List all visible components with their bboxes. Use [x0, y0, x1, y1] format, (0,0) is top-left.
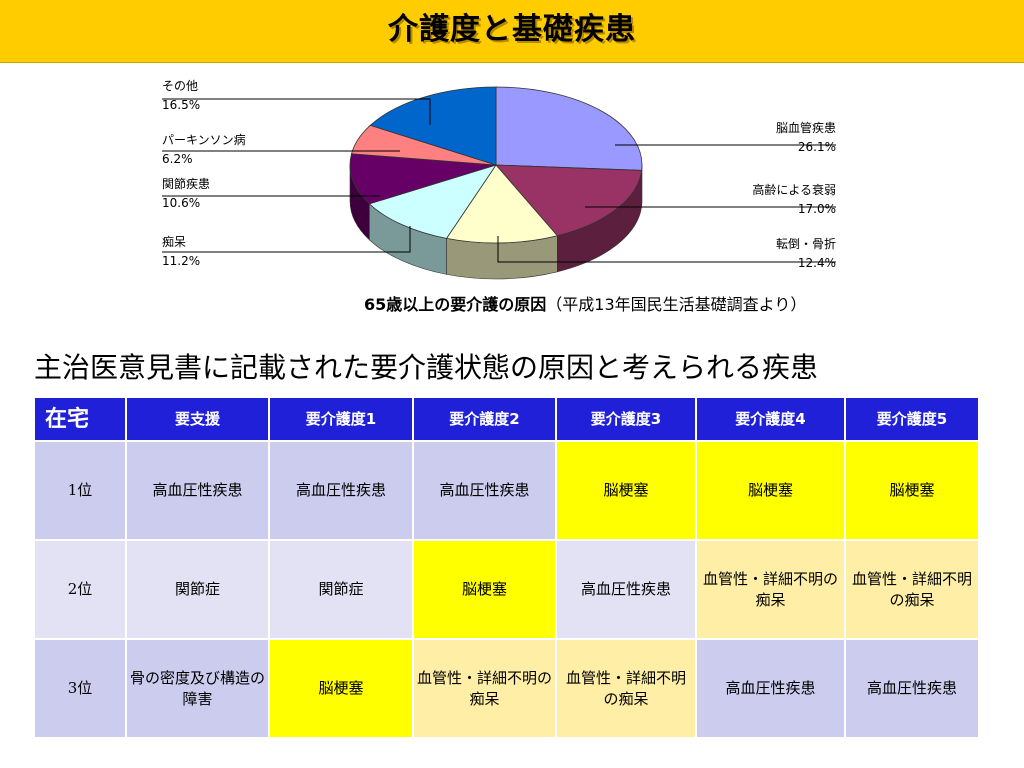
rank-cell: 1位: [33, 440, 127, 541]
table-cell: 血管性・詳細不明の痴呆: [555, 638, 697, 739]
pie-slice-value: 6.2%: [162, 152, 193, 166]
table-cell: 高血圧性疾患: [844, 638, 980, 739]
pie-slice: [368, 164, 497, 239]
pie-slice: [445, 164, 559, 244]
header-cell: 要介護度2: [412, 396, 557, 442]
table-cell: 高血圧性疾患: [555, 539, 697, 640]
pie-leader-line: [497, 236, 836, 263]
pie-slice: [369, 86, 497, 166]
table-cell: 高血圧性疾患: [268, 440, 414, 541]
pie-slice-label: 関節疾患: [162, 176, 210, 191]
pie-slice-label: その他: [162, 79, 198, 93]
header-cell: 要介護度1: [268, 396, 414, 442]
pie-slice-value: 11.2%: [162, 254, 200, 268]
slide-title: 介護度と基礎疾患: [388, 12, 636, 47]
table-cell: 脳梗塞: [844, 440, 980, 541]
table-header-row: 在宅 要支援 要介護度1 要介護度2 要介護度3 要介護度4 要介護度5: [33, 396, 980, 442]
table-cell: 高血圧性疾患: [695, 638, 846, 739]
pie-slice-label: パーキンソン病: [162, 132, 246, 147]
pie-slice-value: 17.0%: [798, 202, 836, 216]
table-cell: 高血圧性疾患: [412, 440, 557, 541]
table-cell: 血管性・詳細不明の痴呆: [695, 539, 846, 640]
pie-slice-value: 10.6%: [162, 196, 200, 210]
header-cell: 在宅: [33, 396, 127, 442]
pie-slice: [349, 153, 497, 205]
header-cell: 要介護度5: [844, 396, 980, 442]
caption-bold: 65歳以上の要介護の原因: [364, 295, 547, 314]
pie-chart: 脳血管疾患 26.1% 高齢による衰弱 17.0% 転倒・骨折 12.4% 痴呆 11.2% 関…: [162, 79, 836, 280]
pie-slice-value: 26.1%: [798, 140, 836, 154]
table-subtitle: 主治医意見書に記載された要介護状態の原因と考えられる疾患: [34, 351, 819, 384]
pie-slice: [495, 86, 643, 171]
pie-slice-label: 転倒・骨折: [776, 236, 836, 251]
caption-rest: （平成13年国民生活基礎調査より）: [546, 295, 807, 314]
pie-slice-value: 12.4%: [798, 256, 836, 270]
pie-slice-label: 脳血管疾患: [776, 120, 836, 135]
table-cell: 脳梗塞: [555, 440, 697, 541]
chart-caption: 65歳以上の要介護の原因（平成13年国民生活基礎調査より）: [364, 292, 984, 318]
pie-slice-label: 高齢による衰弱: [752, 182, 836, 197]
table-row: 1位 高血圧性疾患 高血圧性疾患 高血圧性疾患 脳梗塞 脳梗塞 脳梗塞: [33, 440, 980, 541]
table-cell: 骨の密度及び構造の障害: [125, 638, 270, 739]
table-cell: 血管性・詳細不明の痴呆: [844, 539, 980, 640]
pie-slice-value: 16.5%: [162, 98, 200, 112]
pie-side-walls: [349, 164, 643, 280]
pie-leader-line: [162, 98, 431, 125]
table-cell: 高血圧性疾患: [125, 440, 270, 541]
table-cell: 関節症: [125, 539, 270, 640]
table-cell: 脳梗塞: [412, 539, 557, 640]
pie-slice-label: 痴呆: [162, 234, 186, 249]
table-cell: 脳梗塞: [695, 440, 846, 541]
pie-slice: [495, 164, 643, 237]
table-cell: 関節症: [268, 539, 414, 640]
table-cell: 血管性・詳細不明の痴呆: [412, 638, 557, 739]
table-row: 3位 骨の密度及び構造の障害 脳梗塞 血管性・詳細不明の痴呆 血管性・詳細不明の…: [33, 638, 980, 739]
table-cell: 脳梗塞: [268, 638, 414, 739]
pie-leader-line: [162, 226, 411, 253]
rank-cell: 2位: [33, 539, 127, 640]
header-cell: 要介護度3: [555, 396, 697, 442]
header-cell: 要支援: [125, 396, 270, 442]
title-bar: [0, 0, 1024, 63]
table-row: 2位 関節症 関節症 脳梗塞 高血圧性疾患 血管性・詳細不明の痴呆 血管性・詳細…: [33, 539, 980, 640]
disease-table: 在宅 要支援 要介護度1 要介護度2 要介護度3 要介護度4 要介護度5 1位 …: [33, 396, 980, 739]
header-cell: 要介護度4: [695, 396, 846, 442]
rank-cell: 3位: [33, 638, 127, 739]
